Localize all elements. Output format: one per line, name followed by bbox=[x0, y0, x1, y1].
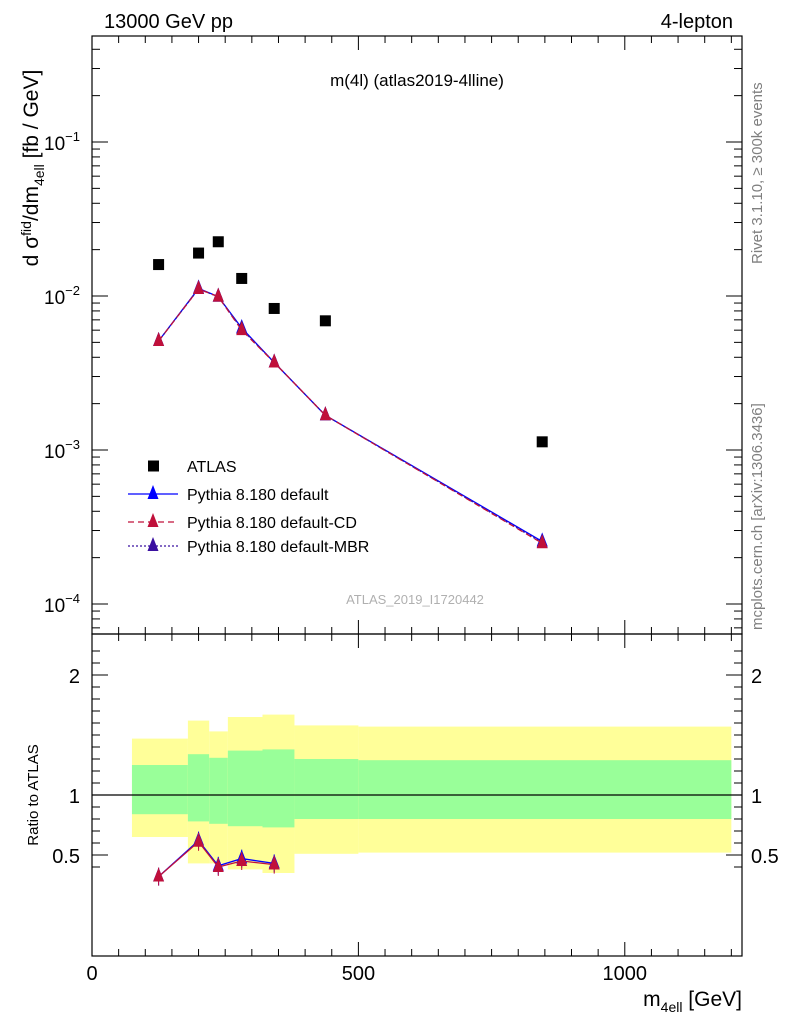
ratio-y-tick-label: 2 bbox=[69, 666, 80, 688]
triangle-marker bbox=[147, 485, 159, 499]
uncertainty-band-inner bbox=[209, 757, 228, 824]
x-tick-label: 0 bbox=[86, 963, 97, 985]
panel-title: m(4l) (atlas2019-4lline) bbox=[330, 71, 504, 90]
data-point-atlas bbox=[193, 247, 205, 259]
uncertainty-band-inner bbox=[131, 765, 188, 815]
uncertainty-band-inner bbox=[227, 750, 263, 827]
ratio-uncertainty-bands bbox=[92, 714, 742, 873]
uncertainty-band-inner bbox=[358, 760, 732, 819]
triangle-marker bbox=[153, 332, 165, 346]
triangle-marker bbox=[236, 852, 248, 866]
ratio-series bbox=[153, 831, 280, 886]
x-axis-label: m4ell [GeV] bbox=[643, 988, 742, 1015]
main-y-tick-labels: 10−1 10−2 10−3 10−4 bbox=[44, 129, 80, 617]
data-point-atlas bbox=[153, 259, 165, 271]
ratio-y-tick-label: 0.5 bbox=[52, 846, 80, 868]
legend-entry-label: Pythia 8.180 default bbox=[187, 487, 329, 504]
header-left: 13000 GeV pp bbox=[104, 11, 233, 33]
main-axis-ticks bbox=[91, 36, 742, 634]
mcplots-label: mcplots.cern.ch [arXiv:1306.3436] bbox=[749, 403, 766, 630]
ratio-frame bbox=[91, 633, 743, 957]
triangle-marker bbox=[153, 867, 165, 882]
triangle-marker bbox=[212, 858, 224, 872]
triangle-marker bbox=[193, 832, 205, 847]
uncertainty-band-inner bbox=[187, 754, 210, 822]
triangle-marker bbox=[147, 537, 159, 551]
mc-curve bbox=[158, 288, 543, 544]
triangle-marker bbox=[193, 280, 205, 294]
ratio-y-tick-label-right: 1 bbox=[751, 786, 762, 808]
triangle-marker bbox=[536, 534, 548, 549]
uncertainty-band-inner bbox=[262, 749, 295, 828]
ratio-y-tick-label-right: 0.5 bbox=[751, 846, 779, 868]
y-tick-label: 10−1 bbox=[44, 129, 80, 155]
header-right: 4-lepton bbox=[661, 11, 733, 33]
legend-entry-label: ATLAS bbox=[187, 459, 237, 476]
triangle-marker bbox=[212, 287, 224, 302]
legend-marker-square bbox=[148, 460, 159, 472]
y-tick-label: 10−4 bbox=[44, 591, 80, 617]
main-series bbox=[153, 236, 548, 549]
ratio-axis-ticks bbox=[91, 634, 742, 956]
main-y-axis-label: d σfid/dm4ell [fb / GeV] bbox=[18, 70, 47, 267]
y-tick-label: 10−3 bbox=[44, 437, 80, 463]
mc-curve bbox=[158, 288, 543, 544]
ratio-y-axis-label: Ratio to ATLAS bbox=[25, 744, 42, 845]
y-tick-label: 10−2 bbox=[44, 283, 80, 309]
triangle-marker bbox=[319, 406, 331, 421]
data-point-atlas bbox=[236, 272, 248, 284]
triangle-marker bbox=[236, 321, 248, 336]
data-point-atlas bbox=[212, 236, 224, 248]
analysis-watermark: ATLAS_2019_I1720442 bbox=[346, 592, 484, 607]
data-point-atlas bbox=[536, 436, 548, 448]
ratio-y-tick-label: 1 bbox=[69, 786, 80, 808]
legend: ATLAS Pythia 8.180 default Pythia 8.180 de… bbox=[128, 459, 369, 556]
uncertainty-band-inner bbox=[294, 759, 359, 819]
triangle-marker bbox=[268, 353, 280, 368]
legend-entry-label: Pythia 8.180 default-MBR bbox=[187, 539, 369, 556]
data-point-atlas bbox=[268, 302, 280, 314]
rivet-version-label: Rivet 3.1.10, ≥ 300k events bbox=[749, 82, 766, 264]
ratio-tick-labels: 0.5 0.5 1 1 2 2 0 500 1000 bbox=[52, 666, 779, 985]
ratio-y-tick-label-right: 2 bbox=[751, 666, 762, 688]
triangle-marker bbox=[147, 513, 159, 527]
x-tick-label: 500 bbox=[342, 963, 375, 985]
triangle-marker bbox=[268, 855, 280, 870]
legend-entry-label: Pythia 8.180 default-CD bbox=[187, 515, 357, 532]
data-point-atlas bbox=[319, 315, 331, 327]
x-tick-label: 1000 bbox=[603, 963, 648, 985]
